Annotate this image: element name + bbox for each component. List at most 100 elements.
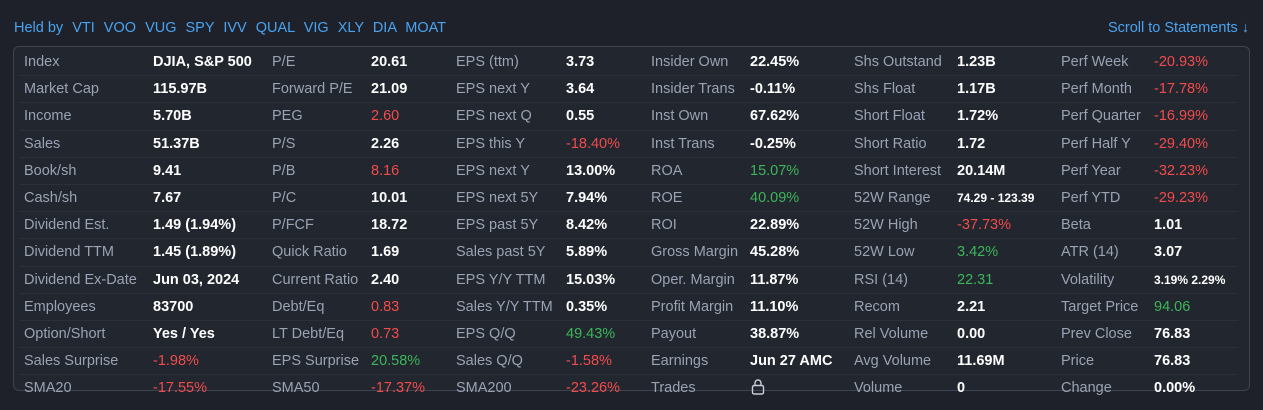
label-roa[interactable]: ROA bbox=[646, 157, 750, 185]
label-perf-half-y[interactable]: Perf Half Y bbox=[1056, 130, 1154, 158]
ticker-link-qual[interactable]: QUAL bbox=[255, 20, 295, 36]
ticker-link-dia[interactable]: DIA bbox=[372, 20, 397, 36]
label-income[interactable]: Income bbox=[19, 102, 153, 131]
label-sales-y-y-ttm[interactable]: Sales Y/Y TTM bbox=[451, 293, 566, 321]
value-shs-float: 1.17B bbox=[957, 75, 1056, 104]
label-roi[interactable]: ROI bbox=[646, 211, 750, 240]
label-avg-volume[interactable]: Avg Volume bbox=[849, 347, 957, 376]
label-eps-next-5y[interactable]: EPS next 5Y bbox=[451, 184, 566, 213]
label-index[interactable]: Index bbox=[19, 49, 153, 77]
table-row: Employees 83700 Debt/Eq 0.83 Sales Y/Y TTM 0.… bbox=[19, 293, 1238, 321]
label-shs-float[interactable]: Shs Float bbox=[849, 75, 957, 104]
label-short-float[interactable]: Short Float bbox=[849, 102, 957, 131]
label-earnings[interactable]: Earnings bbox=[646, 347, 750, 376]
label-52w-high[interactable]: 52W High bbox=[849, 211, 957, 240]
value-trades[interactable] bbox=[750, 375, 849, 402]
label-sma200[interactable]: SMA200 bbox=[456, 380, 512, 397]
label-book-sh[interactable]: Book/sh bbox=[19, 157, 153, 185]
ticker-link-moat[interactable]: MOAT bbox=[405, 20, 447, 36]
label-atr-14[interactable]: ATR (14) bbox=[1056, 238, 1154, 267]
label-trades[interactable]: Trades bbox=[651, 380, 696, 397]
ticker-link-vti[interactable]: VTI bbox=[72, 20, 95, 36]
ticker-link-xly[interactable]: XLY bbox=[337, 20, 364, 36]
label-rsi-14[interactable]: RSI (14) bbox=[849, 266, 957, 294]
label-profit-margin[interactable]: Profit Margin bbox=[646, 293, 750, 321]
label-eps-q-q[interactable]: EPS Q/Q bbox=[451, 320, 566, 349]
label-employees[interactable]: Employees bbox=[19, 293, 153, 321]
ticker-link-spy[interactable]: SPY bbox=[185, 20, 215, 36]
label-sales-past-5y[interactable]: Sales past 5Y bbox=[451, 238, 566, 267]
label-sma20[interactable]: SMA20 bbox=[24, 380, 72, 397]
label-dividend-ttm[interactable]: Dividend TTM bbox=[19, 238, 153, 267]
label-rel-volume[interactable]: Rel Volume bbox=[849, 320, 957, 349]
label-eps-y-y-ttm[interactable]: EPS Y/Y TTM bbox=[451, 266, 566, 294]
label-inst-trans[interactable]: Inst Trans bbox=[646, 130, 750, 158]
label-eps-surprise[interactable]: EPS Surprise bbox=[267, 347, 371, 376]
label-debt-eq[interactable]: Debt/Eq bbox=[267, 293, 371, 321]
label-insider-own[interactable]: Insider Own bbox=[646, 49, 750, 77]
label-p-e[interactable]: P/E bbox=[267, 49, 371, 77]
label-target-price[interactable]: Target Price bbox=[1056, 293, 1154, 321]
label-oper-margin[interactable]: Oper. Margin bbox=[646, 266, 750, 294]
value-volatility: 3.19% 2.29% bbox=[1154, 266, 1238, 294]
label-change[interactable]: Change bbox=[1061, 380, 1112, 397]
label-perf-month[interactable]: Perf Month bbox=[1056, 75, 1154, 104]
label-sales[interactable]: Sales bbox=[19, 130, 153, 158]
label-eps-next-q[interactable]: EPS next Q bbox=[451, 102, 566, 131]
label-market-cap[interactable]: Market Cap bbox=[19, 75, 153, 104]
value-52w-high: -37.73% bbox=[957, 211, 1056, 240]
label-eps-this-y[interactable]: EPS this Y bbox=[451, 130, 566, 158]
label-perf-quarter[interactable]: Perf Quarter bbox=[1056, 102, 1154, 131]
label-p-fcf[interactable]: P/FCF bbox=[267, 211, 371, 240]
label-p-s[interactable]: P/S bbox=[267, 130, 371, 158]
label-perf-ytd[interactable]: Perf YTD bbox=[1056, 184, 1154, 213]
label-volatility[interactable]: Volatility bbox=[1056, 266, 1154, 294]
label-gross-margin[interactable]: Gross Margin bbox=[646, 238, 750, 267]
label-sma50[interactable]: SMA50 bbox=[272, 380, 320, 397]
label-prev-close[interactable]: Prev Close bbox=[1056, 320, 1154, 349]
ticker-link-ivv[interactable]: IVV bbox=[223, 20, 247, 36]
value-perf-ytd: -29.23% bbox=[1154, 184, 1238, 213]
ticker-link-vug[interactable]: VUG bbox=[145, 20, 177, 36]
label-52w-range[interactable]: 52W Range bbox=[849, 184, 957, 213]
label-lt-debt-eq[interactable]: LT Debt/Eq bbox=[267, 320, 371, 349]
label-p-c[interactable]: P/C bbox=[267, 184, 371, 213]
label-perf-week[interactable]: Perf Week bbox=[1056, 49, 1154, 77]
label-eps-next-y[interactable]: EPS next Y bbox=[451, 75, 566, 104]
label-insider-trans[interactable]: Insider Trans bbox=[646, 75, 750, 104]
lock-icon[interactable] bbox=[750, 378, 766, 399]
label-price[interactable]: Price bbox=[1056, 347, 1154, 376]
label-dividend-ex-date[interactable]: Dividend Ex-Date bbox=[19, 266, 153, 294]
label-eps-past-5y[interactable]: EPS past 5Y bbox=[451, 211, 566, 240]
label-recom[interactable]: Recom bbox=[849, 293, 957, 321]
label-peg[interactable]: PEG bbox=[267, 102, 371, 131]
value-change: 0.00% bbox=[1154, 380, 1196, 397]
label-current-ratio[interactable]: Current Ratio bbox=[267, 266, 371, 294]
label-eps-ttm[interactable]: EPS (ttm) bbox=[451, 49, 566, 77]
label-52w-low[interactable]: 52W Low bbox=[849, 238, 957, 267]
label-sales-q-q[interactable]: Sales Q/Q bbox=[451, 347, 566, 376]
label-shs-outstand[interactable]: Shs Outstand bbox=[849, 49, 957, 77]
label-eps-next-y[interactable]: EPS next Y bbox=[451, 157, 566, 185]
label-dividend-est[interactable]: Dividend Est. bbox=[19, 211, 153, 240]
label-quick-ratio[interactable]: Quick Ratio bbox=[267, 238, 371, 267]
value-eps-q-q: 49.43% bbox=[566, 320, 646, 349]
label-beta[interactable]: Beta bbox=[1056, 211, 1154, 240]
label-inst-own[interactable]: Inst Own bbox=[646, 102, 750, 131]
ticker-link-vig[interactable]: VIG bbox=[303, 20, 329, 36]
value-eps-past-5y: 8.42% bbox=[566, 211, 646, 240]
label-short-interest[interactable]: Short Interest bbox=[849, 157, 957, 185]
label-forward-p-e[interactable]: Forward P/E bbox=[267, 75, 371, 104]
ticker-link-voo[interactable]: VOO bbox=[103, 20, 137, 36]
scroll-to-statements-link[interactable]: Scroll to Statements ↓ bbox=[1107, 20, 1249, 36]
label-p-b[interactable]: P/B bbox=[267, 157, 371, 185]
label-volume[interactable]: Volume bbox=[854, 380, 903, 397]
table-row: Sales Surprise -1.98% EPS Surprise 20.58% Sa… bbox=[19, 347, 1238, 376]
label-cash-sh[interactable]: Cash/sh bbox=[19, 184, 153, 213]
label-roe[interactable]: ROE bbox=[646, 184, 750, 213]
label-payout[interactable]: Payout bbox=[646, 320, 750, 349]
label-sales-surprise[interactable]: Sales Surprise bbox=[19, 347, 153, 376]
label-perf-year[interactable]: Perf Year bbox=[1056, 157, 1154, 185]
label-option-short[interactable]: Option/Short bbox=[19, 320, 153, 349]
label-short-ratio[interactable]: Short Ratio bbox=[849, 130, 957, 158]
